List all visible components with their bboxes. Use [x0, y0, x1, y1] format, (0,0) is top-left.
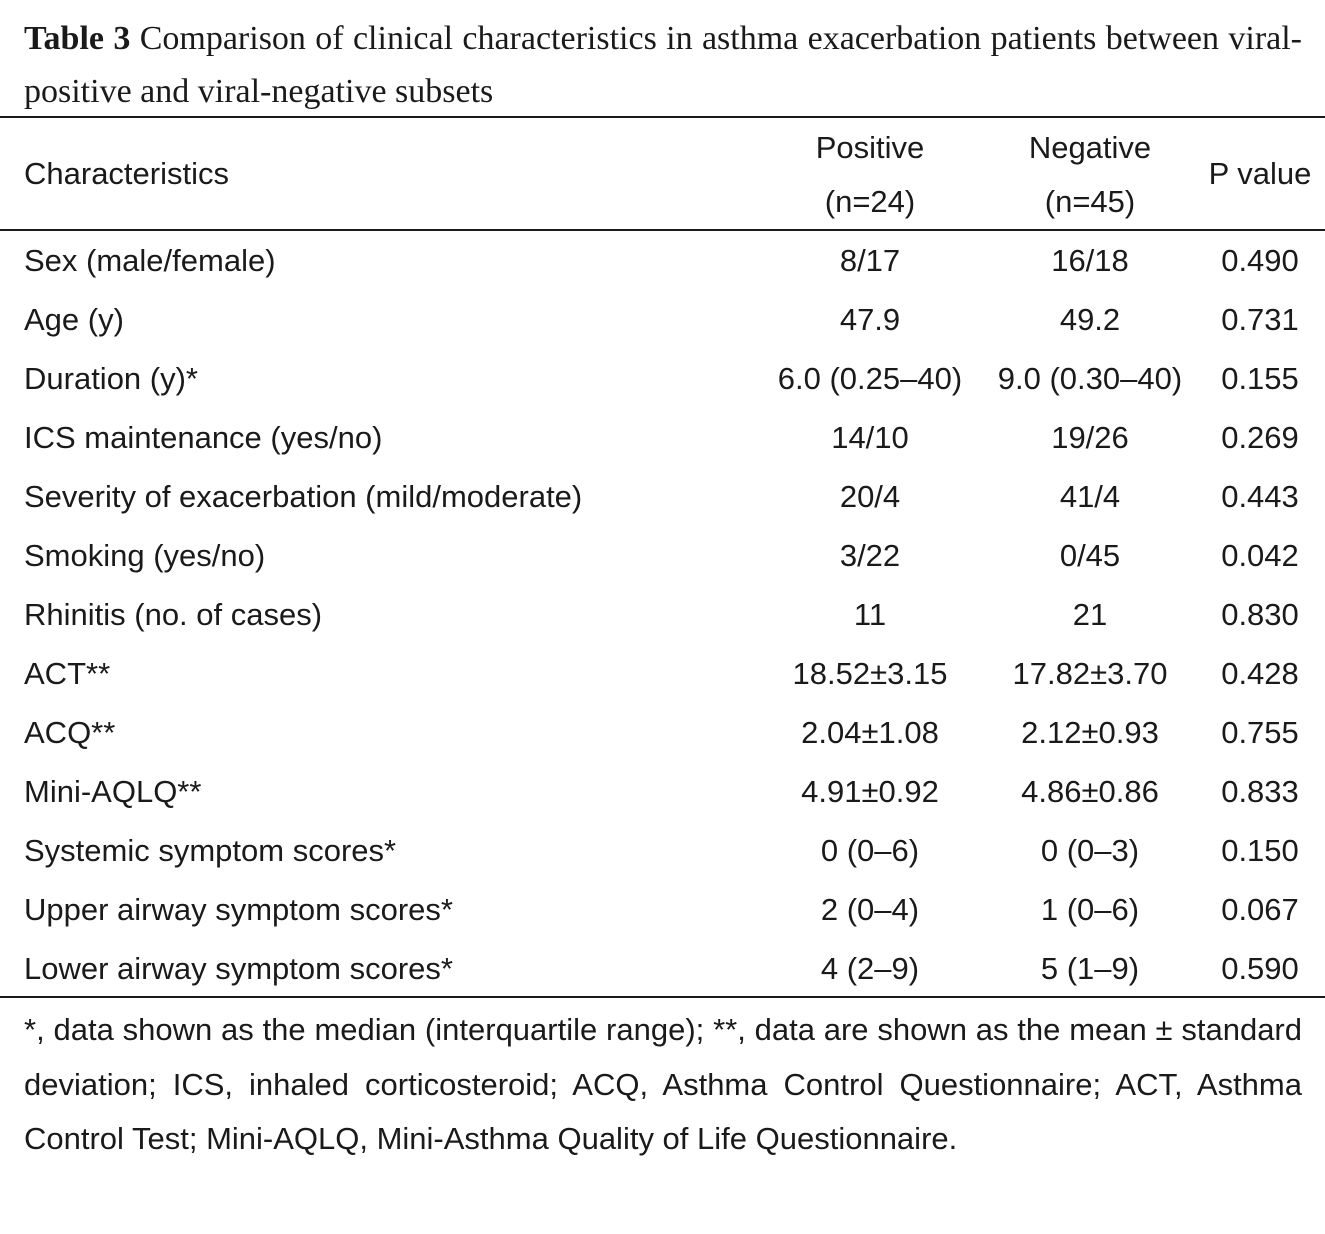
row-negative-value: 5 (1–9) [1040, 951, 1140, 986]
table-row: ACT** 18.52±3.15 17.82±3.70 0.428 [0, 644, 1325, 703]
row-characteristic: Mini-AQLQ** [24, 774, 202, 809]
row-characteristic: Smoking (yes/no) [24, 538, 266, 573]
row-negative-value: 9.0 (0.30–40) [997, 361, 1183, 396]
table-row: ACQ** 2.04±1.08 2.12±0.93 0.755 [0, 703, 1325, 762]
header-negative: Negative (n=45) [980, 126, 1200, 224]
row-negative-value: 17.82±3.70 [1012, 656, 1168, 691]
row-positive-value: 2 (0–4) [820, 892, 920, 927]
table-caption-text: Comparison of clinical characteristics i… [24, 20, 1302, 110]
row-characteristic: Rhinitis (no. of cases) [24, 597, 323, 632]
row-positive-value: 18.52±3.15 [792, 656, 948, 691]
row-p-value: 0.428 [1221, 656, 1299, 691]
header-negative-n: (n=45) [1044, 184, 1136, 219]
table-caption: Table 3 Comparison of clinical character… [24, 12, 1302, 118]
row-negative-value: 19/26 [1051, 420, 1129, 455]
header-positive: Positive (n=24) [760, 126, 980, 224]
row-characteristic: Sex (male/female) [24, 243, 276, 278]
row-negative-value: 0/45 [1059, 538, 1121, 573]
header-negative-label: Negative [1028, 130, 1152, 165]
table-label: Table 3 [24, 20, 131, 57]
row-positive-value: 20/4 [839, 479, 901, 514]
row-p-value: 0.490 [1221, 243, 1299, 278]
header-characteristics: Characteristics [24, 156, 229, 191]
table-row: ICS maintenance (yes/no) 14/10 19/26 0.269 [0, 408, 1325, 467]
row-p-value: 0.269 [1221, 420, 1299, 455]
row-p-value: 0.155 [1221, 361, 1299, 396]
row-p-value: 0.590 [1221, 951, 1299, 986]
table-row: Upper airway symptom scores* 2 (0–4) 1 (0–… [0, 880, 1325, 939]
row-negative-value: 1 (0–6) [1040, 892, 1140, 927]
row-characteristic: Systemic symptom scores* [24, 833, 397, 868]
table-row: Sex (male/female) 8/17 16/18 0.490 [0, 231, 1325, 290]
table-row: Mini-AQLQ** 4.91±0.92 4.86±0.86 0.833 [0, 762, 1325, 821]
table-row: Duration (y)* 6.0 (0.25–40) 9.0 (0.30–40) 0… [0, 349, 1325, 408]
table-row: Severity of exacerbation (mild/moderate)… [0, 467, 1325, 526]
table-row: Systemic symptom scores* 0 (0–6) 0 (0–3) 0.… [0, 821, 1325, 880]
row-positive-value: 14/10 [831, 420, 909, 455]
row-characteristic: Duration (y)* [24, 361, 198, 396]
row-p-value: 0.042 [1221, 538, 1299, 573]
row-p-value: 0.443 [1221, 479, 1299, 514]
row-p-value: 0.067 [1221, 892, 1299, 927]
row-characteristic: ACT** [24, 656, 111, 691]
table-footnote: *, data shown as the median (interquarti… [24, 1012, 1302, 1156]
bottom-rule [0, 996, 1325, 998]
row-p-value: 0.833 [1221, 774, 1299, 809]
row-positive-value: 0 (0–6) [820, 833, 920, 868]
table-row: Rhinitis (no. of cases) 11 21 0.830 [0, 585, 1325, 644]
row-positive-value: 11 [853, 597, 887, 632]
row-negative-value: 0 (0–3) [1040, 833, 1140, 868]
row-p-value: 0.830 [1221, 597, 1299, 632]
row-p-value: 0.731 [1221, 302, 1299, 337]
table-row: Lower airway symptom scores* 4 (2–9) 5 (1–… [0, 939, 1325, 998]
row-p-value: 0.150 [1221, 833, 1299, 868]
row-characteristic: Severity of exacerbation (mild/moderate) [24, 479, 583, 514]
row-negative-value: 21 [1072, 597, 1108, 632]
row-characteristic: ACQ** [24, 715, 116, 750]
row-positive-value: 4 (2–9) [820, 951, 920, 986]
row-positive-value: 3/22 [839, 538, 901, 573]
table-row: Age (y) 47.9 49.2 0.731 [0, 290, 1325, 349]
row-negative-value: 49.2 [1059, 302, 1121, 337]
row-characteristic: Upper airway symptom scores* [24, 892, 453, 927]
row-p-value: 0.755 [1221, 715, 1299, 750]
header-positive-n: (n=24) [824, 184, 916, 219]
top-rule [0, 116, 1325, 118]
row-positive-value: 2.04±1.08 [801, 715, 939, 750]
header-positive-label: Positive [815, 130, 925, 165]
header-rule [0, 229, 1325, 231]
row-characteristic: Age (y) [24, 302, 124, 337]
header-p-value: P value [1208, 156, 1312, 191]
table-row: Smoking (yes/no) 3/22 0/45 0.042 [0, 526, 1325, 585]
row-negative-value: 16/18 [1051, 243, 1129, 278]
row-negative-value: 2.12±0.93 [1021, 715, 1159, 750]
row-negative-value: 41/4 [1059, 479, 1121, 514]
row-positive-value: 8/17 [839, 243, 901, 278]
row-negative-value: 4.86±0.86 [1021, 774, 1159, 809]
row-characteristic: Lower airway symptom scores* [24, 951, 453, 986]
row-characteristic: ICS maintenance (yes/no) [24, 420, 383, 455]
row-positive-value: 4.91±0.92 [801, 774, 939, 809]
row-positive-value: 47.9 [839, 302, 901, 337]
row-positive-value: 6.0 (0.25–40) [777, 361, 963, 396]
